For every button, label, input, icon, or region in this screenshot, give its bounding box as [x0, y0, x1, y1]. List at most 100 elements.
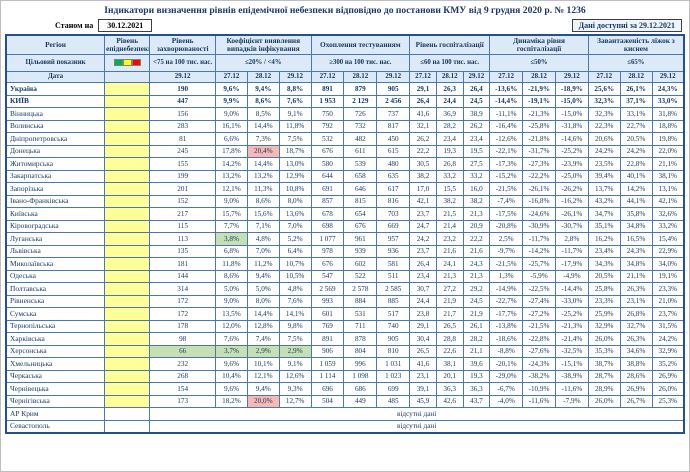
value-cell: 22,0% — [651, 144, 685, 158]
value-cell: 678 — [310, 207, 345, 221]
value-cell: 21,3 — [462, 269, 491, 283]
value-cell: 26,2 — [462, 119, 491, 133]
value-cell: 43,2% — [587, 194, 621, 208]
target-header: <75 на 100 тис. нас. — [149, 54, 217, 72]
value-cell: 34,3% — [587, 257, 621, 271]
value-cell: 217 — [149, 207, 217, 221]
page-title: Індикатори визначення рівнів епідемічної… — [104, 5, 586, 16]
value-cell: 41,6 — [409, 357, 437, 371]
value-cell: 13,6% — [278, 207, 312, 221]
value-cell: 792 — [310, 119, 345, 133]
value-cell: 517 — [376, 307, 411, 321]
value-cell: 24,5 — [462, 294, 491, 308]
value-cell: 7,0% — [246, 244, 280, 258]
value-cell: 4,8% — [278, 282, 312, 296]
value-cell: -24,3% — [522, 357, 556, 371]
value-cell: 635 — [376, 169, 411, 183]
value-cell: 936 — [376, 244, 411, 258]
status-bar: Станом на 30.12.2021 Дані доступні за 29… — [7, 18, 683, 32]
value-cell: 891 — [310, 332, 345, 346]
region-cell: Запорізька — [5, 182, 106, 196]
epid-level-cell — [104, 294, 151, 308]
value-cell: 21,0% — [651, 294, 685, 308]
value-cell: 24,3% — [651, 82, 685, 96]
table-row: Харківська 98 7,6% 7,4% 7,5% 891 878 905 30,4 28,… — [5, 332, 685, 346]
table-row: Луганська 113 3,8% 4,8% 5,2% 1 077 961 957 24,2 2… — [5, 232, 685, 246]
value-cell: 961 — [343, 232, 378, 246]
value-cell: 3,7% — [215, 344, 248, 358]
epid-level-cell — [104, 107, 151, 121]
value-cell: 7,6% — [278, 294, 312, 308]
group-header: Охоплення тестуванням — [310, 34, 411, 55]
value-cell: 20,1 — [435, 369, 464, 383]
region-header: Регіон — [5, 34, 106, 55]
value-cell: 35,2% — [651, 357, 685, 371]
value-cell: 44,1% — [619, 194, 653, 208]
value-cell: 245 — [149, 144, 217, 158]
value-cell: 13,1% — [651, 182, 685, 196]
value-cell: 33,2% — [651, 219, 685, 233]
value-cell: 32,1 — [409, 119, 437, 133]
value-cell: -38,2% — [522, 369, 556, 383]
value-cell: 23,2 — [435, 232, 464, 246]
value-cell: 857 — [310, 194, 345, 208]
value-cell: 13,2% — [246, 169, 280, 183]
value-cell: 9,8% — [278, 319, 312, 333]
value-cell: 39,4% — [587, 169, 621, 183]
value-cell: -8,8% — [489, 344, 524, 358]
value-cell: 6,4% — [278, 244, 312, 258]
value-cell: 905 — [376, 332, 411, 346]
value-cell: 29,1 — [409, 319, 437, 333]
value-cell: 26,2 — [409, 132, 437, 146]
group-header: Динаміка рівня госпіталізації — [489, 34, 589, 55]
value-cell: 24,2% — [619, 144, 653, 158]
value-cell: 698 — [310, 219, 345, 233]
value-cell: 34,0% — [651, 257, 685, 271]
value-cell: 4,8% — [246, 232, 280, 246]
value-cell: 26,7% — [619, 394, 653, 408]
value-cell: -13,8% — [489, 319, 524, 333]
value-cell: 15,7% — [215, 207, 248, 221]
value-cell: 23,7 — [409, 207, 437, 221]
value-cell: 6,8% — [215, 244, 248, 258]
table-row: Львівська 135 6,8% 7,0% 6,4% 978 939 936 23,7 21,… — [5, 244, 685, 258]
value-cell: 21,6 — [462, 244, 491, 258]
table-row: Кіровоградська 115 7,7% 7,1% 7,0% 698 676 669 24… — [5, 219, 685, 233]
value-cell: -17,9% — [554, 257, 589, 271]
epid-level-cell — [104, 157, 151, 171]
value-cell: 669 — [376, 219, 411, 233]
value-cell: -26,2% — [554, 182, 589, 196]
region-cell: Полтавська — [5, 282, 106, 296]
value-cell: 21,5 — [435, 207, 464, 221]
value-cell: 28,7% — [587, 369, 621, 383]
value-cell: 450 — [376, 132, 411, 146]
date-header: 29.12 — [462, 71, 491, 83]
value-cell: 13,0% — [278, 157, 312, 171]
date-header: 27.12 — [409, 71, 437, 83]
value-cell: 7,1% — [246, 219, 280, 233]
epid-level-cell — [104, 282, 151, 296]
value-cell: 711 — [343, 319, 378, 333]
value-cell: 17,8% — [215, 144, 248, 158]
value-cell: 8,6% — [246, 194, 280, 208]
table-row: Миколаївська 181 11,8% 11,2% 10,7% 676 602 581 2… — [5, 257, 685, 271]
value-cell: 32,6% — [651, 207, 685, 221]
value-cell: 504 — [310, 394, 345, 408]
value-cell: -11,7% — [522, 232, 556, 246]
value-cell: 769 — [310, 319, 345, 333]
value-cell: 8,0% — [278, 194, 312, 208]
value-cell: 21,3 — [462, 207, 491, 221]
value-cell: 8,6% — [246, 94, 280, 108]
value-cell: 268 — [149, 369, 217, 383]
value-cell: 14,4% — [246, 157, 280, 171]
value-cell: -10,9% — [522, 382, 556, 396]
value-cell: -15,2% — [489, 169, 524, 183]
value-cell: -27,3% — [522, 157, 556, 171]
value-cell: 447 — [149, 94, 217, 108]
value-cell: 41,6 — [409, 107, 437, 121]
value-cell: 32,9% — [651, 344, 685, 358]
value-cell: -22,7% — [489, 294, 524, 308]
value-cell: 7,5% — [278, 132, 312, 146]
value-cell: 43,7 — [462, 394, 491, 408]
value-cell: 14,1% — [278, 307, 312, 321]
